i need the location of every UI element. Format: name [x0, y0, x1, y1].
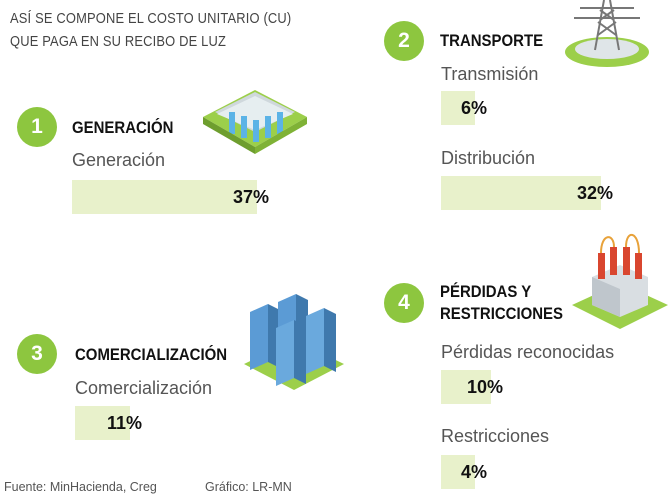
value-distribucion: 32%: [576, 183, 613, 203]
bar-restricciones: [441, 455, 475, 489]
transmission-tower-icon: [565, 0, 649, 67]
section-title-comercializacion: COMERCIALIZACIÓN: [75, 345, 228, 364]
label-perdidas-reconocidas: Pérdidas reconocidas: [441, 342, 615, 362]
title-line-2: QUE PAGA EN SU RECIBO DE LUZ: [10, 33, 227, 50]
section-number-2: 2: [384, 21, 424, 61]
value-generacion: 37%: [232, 187, 269, 207]
section-number-4: 4: [384, 283, 424, 323]
server-racks-icon: [244, 294, 344, 390]
value-restricciones: 4%: [460, 462, 487, 482]
footer-credit: Gráfico: LR-MN: [205, 480, 292, 494]
hydro-dam-icon: [203, 90, 307, 154]
label-transmision: Transmisión: [441, 64, 539, 84]
section-title-perdidas-line2: RESTRICCIONES: [440, 304, 564, 323]
value-comercializacion: 11%: [106, 413, 142, 433]
bar-perdidas-reconocidas: [441, 370, 491, 404]
bar-distribucion: [441, 176, 601, 210]
section-title-transporte: TRANSPORTE: [440, 31, 544, 50]
section-number-1: 1: [17, 107, 57, 147]
value-perdidas-reconocidas: 10%: [466, 377, 503, 397]
transformer-icon: [572, 234, 668, 329]
value-transmision: 6%: [460, 98, 487, 118]
label-generacion: Generación: [72, 150, 166, 170]
section-title-generacion: GENERACIÓN: [72, 118, 174, 137]
footer-source: Fuente: MinHacienda, Creg: [4, 480, 157, 494]
section-number-3: 3: [17, 334, 57, 374]
section-title-perdidas-line1: PÉRDIDAS Y: [440, 282, 532, 301]
label-comercializacion: Comercialización: [75, 378, 213, 398]
title-line-1: ASÍ SE COMPONE EL COSTO UNITARIO (CU): [10, 10, 292, 27]
bar-transmision: [441, 91, 475, 125]
bar-comercializacion: [75, 406, 130, 440]
bar-generacion: [72, 180, 257, 214]
label-restricciones: Restricciones: [441, 426, 550, 446]
label-distribucion: Distribución: [441, 148, 536, 168]
